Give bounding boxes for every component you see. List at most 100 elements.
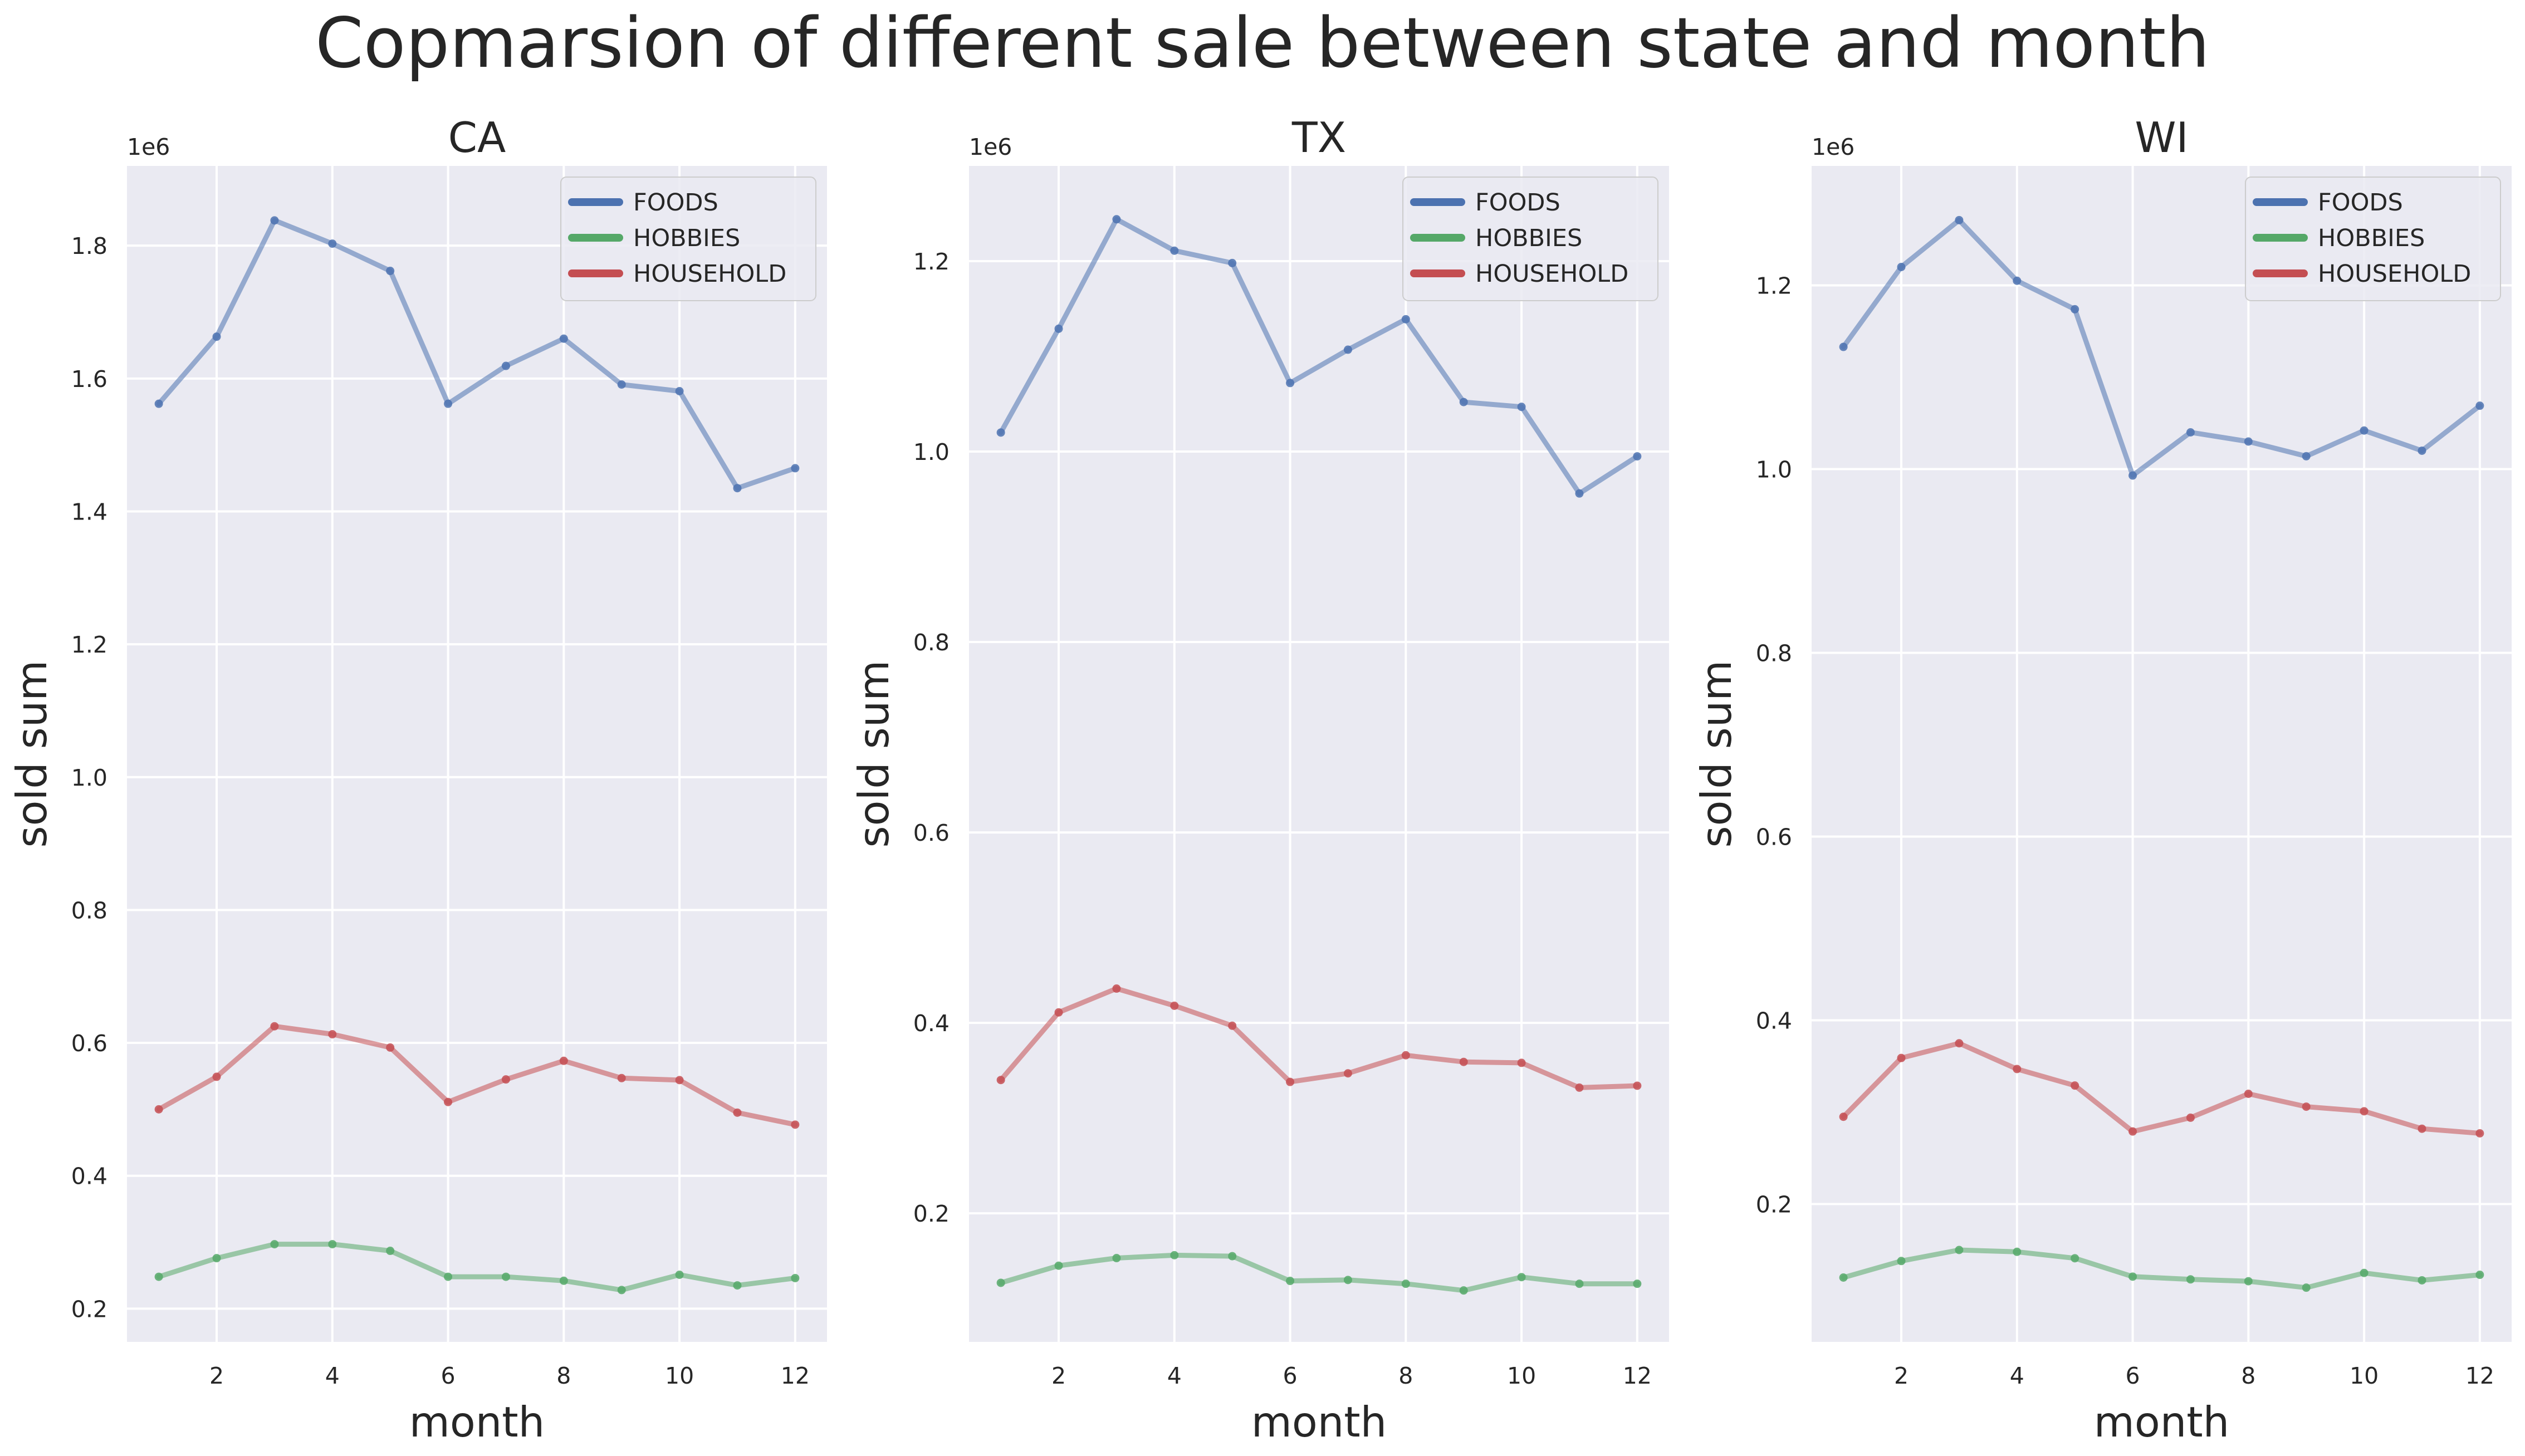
y-tick-label: 0.6 [71,1030,107,1057]
data-point-household [1286,1077,1295,1086]
series-line-household [156,1023,798,1127]
subplot-title: TX [1291,113,1346,162]
data-point-hobbies [733,1281,742,1290]
data-point-foods [154,399,163,408]
series-foods [996,215,1642,498]
data-point-foods [2360,426,2369,435]
data-point-foods [1170,246,1179,255]
x-tick-label: 12 [781,1362,810,1389]
data-point-foods [2244,437,2253,446]
x-tick-label: 6 [1283,1362,1298,1389]
data-point-foods [2186,428,2195,437]
x-tick-label: 4 [1167,1362,1182,1389]
data-point-foods [444,399,453,408]
plot-area [1812,166,2512,1342]
data-point-hobbies [996,1278,1005,1287]
y-tick-label: 0.2 [1756,1192,1792,1218]
data-point-foods [501,361,510,370]
legend: FOODS HOBBIES HOUSEHOLD [1402,177,1658,301]
data-point-hobbies [154,1272,163,1281]
series-hobbies [154,1240,800,1295]
data-point-household [1112,984,1121,993]
x-axis-label: month [1251,1398,1387,1447]
data-point-household [1170,1001,1179,1010]
data-point-hobbies [1054,1261,1063,1270]
data-point-hobbies [1401,1279,1410,1288]
legend: FOODS HOBBIES HOUSEHOLD [560,177,816,301]
data-point-household [2302,1102,2311,1111]
y-tick-label: 0.6 [913,820,950,846]
y-tick-label: 1.2 [71,631,107,658]
data-point-household [328,1030,337,1039]
y-tick-label: 1.0 [913,439,950,465]
data-point-foods [2128,471,2137,480]
subplot-tx: 2 4 6 8 10 12 0.2 0.4 0.6 0.8 1.0 1.2 1e6 TX month sold… [849,113,1669,1447]
legend-label-foods: FOODS [2318,189,2403,217]
data-point-household [154,1105,163,1114]
figure-title: Copmarsion of different sale between sta… [315,3,2210,84]
data-point-household [501,1075,510,1084]
x-tick-label: 12 [2465,1362,2494,1389]
series-household [996,984,1642,1092]
series-line-hobbies [998,1252,1640,1293]
data-point-hobbies [270,1240,279,1249]
data-point-foods [1286,379,1295,388]
data-point-foods [328,239,337,248]
y-offset-label: 1e6 [969,134,1012,160]
plot-area [127,166,827,1342]
data-point-foods [996,428,1005,437]
data-point-household [1897,1053,1906,1062]
data-point-hobbies [2475,1271,2484,1279]
series-foods [1839,215,2484,480]
y-axis-label: sold sum [7,660,56,848]
series-line-household [998,986,1640,1090]
y-tick-label: 1.2 [1756,273,1792,300]
data-point-foods [2475,401,2484,410]
data-point-household [791,1120,800,1129]
data-point-household [733,1108,742,1117]
data-point-foods [1054,324,1063,333]
series-line-hobbies [1841,1247,2483,1291]
x-tick-label: 8 [556,1362,571,1389]
data-point-foods [1517,403,1526,411]
series-line-household [1841,1041,2483,1136]
data-point-hobbies [2360,1268,2369,1277]
data-point-hobbies [1517,1273,1526,1282]
legend-frame [1402,177,1658,301]
data-point-household [1517,1058,1526,1067]
data-point-foods [270,216,279,225]
series-line-foods [998,217,1640,496]
y-tick-label: 0.2 [71,1296,107,1322]
data-point-household [2475,1129,2484,1138]
y-tick-label: 1.4 [71,498,107,525]
data-point-foods [1955,215,1964,224]
data-point-foods [1839,342,1848,351]
x-tick-label: 2 [1894,1362,1909,1389]
data-point-household [1343,1069,1352,1078]
y-tick-label: 1.8 [71,233,107,259]
data-point-hobbies [1459,1286,1468,1295]
data-point-foods [733,484,742,493]
subplot-title: CA [448,113,506,162]
y-tick-label: 0.4 [913,1010,950,1037]
series-household [154,1022,800,1129]
legend-label-hobbies: HOBBIES [633,224,740,252]
y-tick-label: 0.8 [1756,640,1792,667]
y-tick-label: 0.6 [1756,824,1792,851]
data-point-household [2128,1127,2137,1136]
data-point-hobbies [1286,1277,1295,1286]
series-line-hobbies [156,1242,798,1293]
legend-label-household: HOUSEHOLD [633,260,786,288]
data-point-hobbies [1112,1254,1121,1263]
data-point-household [1839,1112,1848,1121]
subplot-wi: 2 4 6 8 10 12 0.2 0.4 0.6 0.8 1.0 1.2 1e6 WI month sold… [1692,113,2512,1447]
data-point-foods [1228,258,1237,267]
x-tick-label: 10 [2350,1362,2379,1389]
y-tick-label: 1.0 [71,764,107,791]
data-point-foods [2302,452,2311,460]
data-point-foods [1112,215,1121,224]
data-point-household [675,1076,684,1085]
legend-label-foods: FOODS [1475,189,1560,217]
data-point-foods [2013,276,2022,285]
